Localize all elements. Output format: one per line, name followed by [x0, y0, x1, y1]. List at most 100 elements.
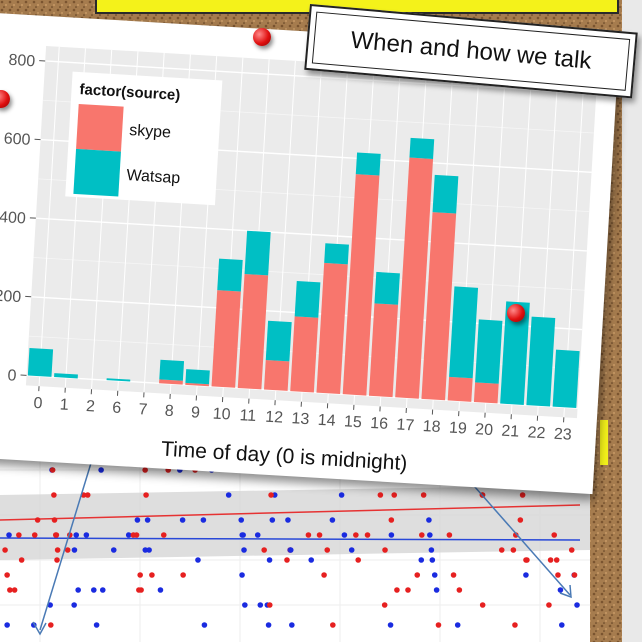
- bar-segment-watsap: [526, 316, 556, 407]
- scatter-point: [93, 622, 100, 628]
- scatter-point: [420, 492, 427, 498]
- bar-segment-watsap: [500, 301, 530, 405]
- scatter-point: [179, 517, 186, 523]
- scatter-point: [498, 547, 505, 553]
- scatter-point: [523, 572, 529, 578]
- scatter-point: [364, 532, 371, 538]
- scatter-point: [377, 492, 384, 498]
- scatter-point: [254, 532, 261, 538]
- scatter-point: [225, 492, 232, 498]
- red-pushpin-icon: [507, 304, 525, 322]
- scatter-point: [381, 602, 388, 608]
- scatter-point: [31, 532, 38, 538]
- scatter-point: [429, 557, 436, 563]
- annotation-arrow: [39, 449, 96, 631]
- y-tick-label: 0: [7, 367, 17, 385]
- arrowhead-icon: [559, 584, 572, 599]
- scatter-point: [387, 622, 394, 628]
- scatter-point: [574, 602, 580, 608]
- scatter-point: [316, 532, 323, 538]
- scatter-point: [64, 547, 71, 553]
- legend-title: factor(source): [79, 81, 181, 104]
- scatter-point: [195, 557, 201, 563]
- scatter-point: [146, 547, 152, 553]
- scatter-point: [240, 532, 246, 538]
- scatter-point: [568, 547, 575, 553]
- scatter-point: [71, 547, 78, 553]
- scatter-point: [49, 467, 56, 473]
- scatter-point: [418, 557, 425, 563]
- y-tick-label: 600: [3, 130, 31, 149]
- bar-segment-skype: [316, 262, 348, 395]
- x-tick-label: 21: [501, 423, 520, 441]
- scatter-point: [555, 572, 561, 578]
- bar-segment-skype: [263, 360, 290, 391]
- scatter-point: [517, 517, 524, 523]
- scatter-point: [394, 587, 400, 593]
- scatter-point: [551, 532, 558, 538]
- bar-segment-watsap: [54, 373, 78, 379]
- scatter-point: [11, 587, 18, 593]
- red-pushpin-icon: [253, 28, 271, 46]
- x-tick-label: 0: [33, 395, 43, 413]
- scatter-point: [512, 622, 518, 628]
- scatter-point: [391, 492, 398, 498]
- scatter-point: [242, 602, 248, 608]
- scatter-point: [426, 517, 432, 523]
- bar-segment-skype: [185, 382, 210, 387]
- scatter-point: [73, 532, 80, 538]
- scatter-point: [7, 587, 13, 593]
- scatter-point: [330, 622, 336, 628]
- bar-segment-skype: [290, 316, 319, 393]
- scatter-point: [51, 492, 57, 498]
- bar-segment-skype: [342, 174, 380, 396]
- x-tick-label: 7: [138, 401, 148, 419]
- scatter-point: [321, 572, 327, 578]
- bar-segment-skype: [237, 273, 269, 390]
- yellow-sticky-note-edge: [600, 420, 608, 465]
- bar-segment-watsap: [106, 378, 131, 382]
- scatter-point: [137, 572, 143, 578]
- scatter-point: [510, 547, 517, 553]
- x-tick-label: 15: [344, 413, 363, 431]
- bar-segment-watsap: [449, 286, 479, 379]
- scatter-point: [47, 622, 54, 628]
- bar-segment-watsap: [265, 320, 292, 362]
- bar-segment-watsap: [217, 258, 243, 292]
- x-axis-label: Time of day (0 is midnight): [160, 438, 408, 476]
- scatter-point: [99, 587, 106, 593]
- scatter-point: [54, 557, 60, 563]
- scatter-point: [4, 572, 10, 578]
- scatter-point: [134, 517, 141, 523]
- scatter-point: [571, 572, 578, 578]
- scatter-point: [479, 602, 486, 608]
- bar-segment-watsap: [294, 281, 321, 318]
- bar-segment-watsap: [324, 243, 349, 265]
- bar-segment-skype: [395, 157, 434, 399]
- scatter-point: [524, 557, 530, 563]
- scatter-point: [388, 532, 395, 538]
- scatter-point: [446, 532, 453, 538]
- y-tick-label: 400: [0, 209, 26, 228]
- scatter-point: [238, 517, 245, 523]
- scatter-point: [284, 557, 290, 563]
- bar-segment-watsap: [409, 137, 435, 159]
- bar-segment-watsap: [432, 174, 459, 214]
- scatter-point: [559, 622, 565, 628]
- scatter-point: [266, 602, 273, 608]
- scatter-point: [4, 622, 10, 628]
- scatter-point: [2, 547, 8, 553]
- scatter-point: [83, 532, 90, 538]
- x-tick-label: 16: [370, 415, 389, 433]
- x-tick-label: 8: [164, 403, 174, 421]
- scatter-point: [433, 587, 440, 593]
- scatter-point: [125, 532, 132, 538]
- y-tick-label: 200: [0, 288, 22, 307]
- scatter-point: [557, 587, 564, 593]
- scatter-point: [133, 532, 140, 538]
- scatter-point: [144, 517, 151, 523]
- arrowhead-icon: [32, 621, 47, 636]
- scatter-point: [419, 532, 425, 538]
- legend-swatch: [76, 104, 124, 152]
- scatter-point: [75, 587, 81, 593]
